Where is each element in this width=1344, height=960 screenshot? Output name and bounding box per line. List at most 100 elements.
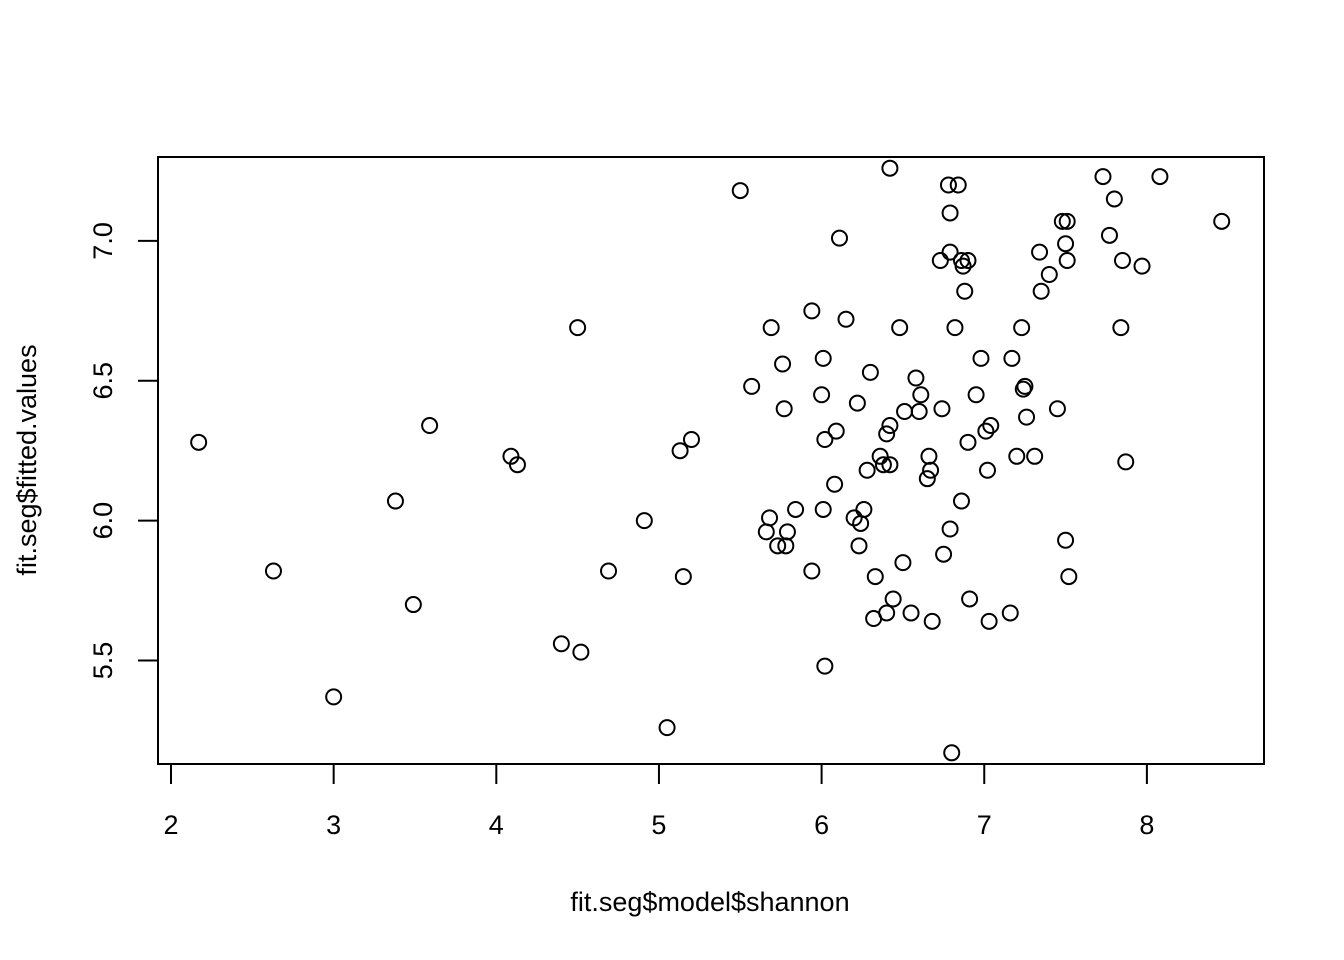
data-point	[674, 568, 692, 586]
data-point	[956, 282, 974, 300]
data-point	[946, 319, 964, 337]
data-point	[1003, 349, 1021, 367]
data-point	[941, 204, 959, 222]
data-point	[884, 590, 902, 608]
data-point	[1133, 257, 1151, 275]
data-point	[855, 500, 873, 518]
data-point	[264, 562, 282, 580]
data-point	[816, 657, 834, 675]
data-point	[881, 159, 899, 177]
data-point	[569, 319, 587, 337]
data-point	[635, 512, 653, 530]
data-point	[814, 349, 832, 367]
data-point	[1105, 190, 1123, 208]
data-point	[757, 523, 775, 541]
y-tick-label: 6.5	[88, 362, 118, 400]
data-point	[1100, 226, 1118, 244]
data-points	[190, 159, 1231, 762]
data-point	[871, 447, 889, 465]
data-point	[1057, 531, 1075, 549]
data-point	[949, 176, 967, 194]
data-point	[552, 635, 570, 653]
data-point	[943, 744, 961, 762]
data-point	[933, 400, 951, 418]
data-point	[848, 394, 866, 412]
data-point	[952, 492, 970, 510]
data-point	[979, 461, 996, 479]
data-point	[814, 500, 832, 518]
data-point	[896, 403, 914, 421]
data-point	[1112, 319, 1130, 337]
data-point	[935, 545, 953, 563]
data-point	[881, 456, 899, 474]
data-point	[920, 447, 938, 465]
data-point	[837, 310, 855, 328]
data-point	[1016, 377, 1034, 395]
data-point	[922, 461, 940, 479]
data-point	[861, 363, 879, 381]
data-point	[878, 425, 896, 443]
data-point	[850, 537, 868, 555]
x-tick-label: 4	[489, 810, 504, 840]
data-point	[1094, 168, 1112, 186]
data-point	[1032, 282, 1050, 300]
data-point	[907, 369, 925, 387]
data-point	[1117, 453, 1135, 471]
data-point	[762, 319, 780, 337]
data-point	[386, 492, 404, 510]
data-point	[894, 554, 912, 572]
data-point	[731, 182, 749, 200]
x-tick-label: 8	[1139, 810, 1154, 840]
data-point	[866, 568, 884, 586]
data-point	[954, 257, 972, 275]
data-point	[1057, 235, 1075, 253]
x-tick-label: 6	[814, 810, 829, 840]
x-axis-label: fit.seg$model$shannon	[570, 887, 849, 917]
data-point	[967, 386, 985, 404]
data-point	[941, 243, 959, 261]
data-point	[1001, 604, 1019, 622]
data-point	[1048, 400, 1066, 418]
data-point	[874, 456, 892, 474]
data-point	[923, 612, 941, 630]
y-tick-label: 7.0	[88, 222, 118, 260]
data-point	[1060, 568, 1078, 586]
data-point	[982, 417, 1000, 435]
data-point	[972, 349, 990, 367]
data-point	[980, 612, 998, 630]
data-point	[1040, 265, 1058, 283]
data-point	[830, 229, 848, 247]
data-point	[1213, 212, 1231, 230]
data-point	[769, 537, 787, 555]
data-point	[508, 456, 526, 474]
data-point	[878, 604, 896, 622]
data-point	[1058, 251, 1076, 269]
x-tick-label: 7	[977, 810, 992, 840]
data-point	[775, 400, 793, 418]
data-point	[826, 475, 844, 493]
data-point	[600, 562, 618, 580]
data-point	[421, 417, 439, 435]
x-tick-label: 3	[326, 810, 341, 840]
data-point	[325, 688, 343, 706]
data-point	[1113, 251, 1131, 269]
data-point	[803, 562, 821, 580]
data-point	[803, 302, 821, 320]
x-tick-label: 5	[651, 810, 666, 840]
data-point	[977, 422, 995, 440]
data-point	[959, 433, 977, 451]
data-point	[912, 386, 930, 404]
data-point	[959, 251, 977, 269]
x-axis: 2 3 4 5 6 7 8	[163, 763, 1154, 840]
data-point	[1053, 212, 1071, 230]
y-tick-label: 6.0	[88, 502, 118, 540]
data-point	[891, 319, 909, 337]
data-point	[1018, 408, 1036, 426]
data-point	[881, 417, 899, 435]
data-point	[931, 251, 949, 269]
data-point	[1008, 447, 1026, 465]
data-point	[190, 433, 208, 451]
plot-box	[157, 156, 1265, 765]
y-axis: 5.5 6.0 6.5 7.0	[88, 222, 159, 679]
